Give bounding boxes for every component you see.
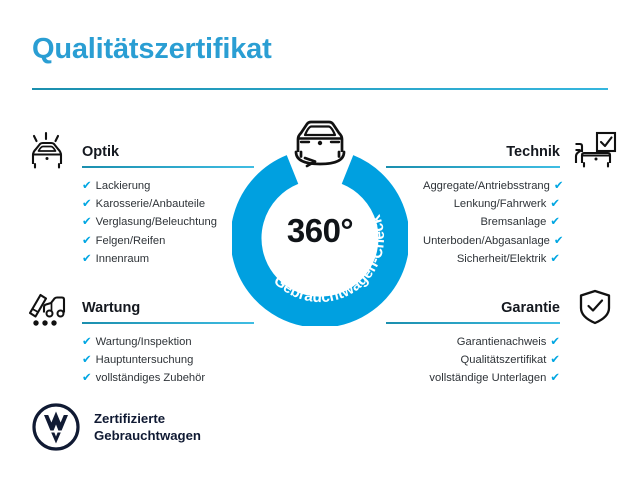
right-column: Technik Aggregate/Antriebsstrang ✔ Lenkun… — [383, 130, 618, 388]
list-item-label: Felgen/Reifen — [95, 234, 166, 247]
list-item: Lenkung/Fahrwerk ✔ — [423, 195, 560, 213]
title-divider — [32, 88, 608, 90]
list-item: ✔ Innenraum — [82, 250, 257, 268]
section-wartung-header: Wartung — [22, 286, 257, 325]
check-icon: ✔ — [550, 250, 560, 265]
section-optik-divider — [82, 166, 254, 168]
list-item-label: vollständiges Zubehör — [95, 372, 206, 385]
list-item: vollständige Unterlagen ✔ — [423, 369, 560, 387]
list-item: ✔ Karosserie/Anbauteile — [82, 195, 257, 213]
check-icon: ✔ — [82, 232, 92, 247]
badge-center-label: 360° — [286, 212, 354, 249]
badge-ring: Gebrauchtwagen-Check — [232, 155, 408, 326]
check-icon: ✔ — [82, 334, 92, 349]
section-garantie: Garantie Garantienachweis ✔ Qualitätszert… — [383, 286, 618, 388]
list-item: Garantienachweis ✔ — [423, 333, 560, 351]
shield-check-icon — [572, 286, 618, 328]
section-wartung: Wartung ✔ Wartung/Inspektion ✔ Hauptunters… — [22, 286, 257, 388]
section-garantie-title: Garantie — [501, 300, 560, 317]
car-service-pen-icon — [24, 286, 70, 328]
list-item: ✔ Wartung/Inspektion — [82, 333, 257, 351]
volkswagen-logo — [32, 403, 80, 451]
check-icon: ✔ — [550, 352, 560, 367]
list-item-label: Innenraum — [95, 252, 150, 265]
list-item: ✔ Verglasung/Beleuchtung — [82, 213, 257, 231]
car-shine-icon — [24, 130, 70, 172]
list-item-label: Qualitätszertifikat — [460, 354, 547, 367]
list-item-label: Lenkung/Fahrwerk — [453, 198, 547, 211]
section-optik: Optik ✔ Lackierung ✔ Karosserie/Anbauteile… — [22, 130, 257, 268]
list-item: Aggregate/Antriebsstrang ✔ — [423, 177, 564, 195]
check-icon: ✔ — [553, 232, 564, 247]
section-technik-divider — [386, 166, 560, 168]
section-wartung-list: ✔ Wartung/Inspektion ✔ Hauptuntersuchung ✔… — [22, 324, 257, 388]
check-icon: ✔ — [550, 214, 560, 229]
car-rotate-icon — [282, 114, 358, 172]
car-checkbox-icon — [572, 130, 618, 172]
section-technik: Technik Aggregate/Antriebsstrang ✔ Lenkun… — [383, 130, 618, 268]
section-wartung-divider — [82, 322, 254, 325]
check-icon: ✔ — [550, 334, 560, 349]
check-icon: ✔ — [82, 352, 92, 367]
list-item-label: Aggregate/Antriebsstrang — [423, 180, 550, 192]
list-item: ✔ Felgen/Reifen — [82, 232, 257, 250]
list-item-label: Lackierung — [95, 180, 151, 192]
list-item-label: Verglasung/Beleuchtung — [95, 216, 217, 229]
list-item-label: Unterboden/Abgasanlage — [423, 234, 550, 247]
list-item-label: Wartung/Inspektion — [95, 336, 192, 349]
section-technik-header: Technik — [383, 130, 618, 168]
list-item: Bremsanlage ✔ — [423, 213, 560, 231]
list-item: ✔ Hauptuntersuchung — [82, 351, 257, 369]
list-item-label: Sicherheit/Elektrik — [456, 252, 547, 265]
section-optik-header: Optik — [22, 130, 257, 168]
list-item: Qualitätszertifikat ✔ — [423, 351, 560, 369]
page-title: Qualitätszertifikat — [32, 33, 272, 65]
check-icon: ✔ — [82, 178, 92, 192]
section-optik-title: Optik — [82, 144, 120, 160]
section-optik-list: ✔ Lackierung ✔ Karosserie/Anbauteile ✔ Verg… — [22, 168, 257, 268]
check-icon: ✔ — [82, 250, 92, 265]
list-item: Unterboden/Abgasanlage ✔ — [423, 232, 564, 250]
list-item-label: Hauptuntersuchung — [95, 354, 194, 367]
check-icon: ✔ — [550, 370, 560, 385]
section-garantie-header: Garantie — [383, 286, 618, 325]
check-icon: ✔ — [553, 178, 564, 192]
section-technik-title: Technik — [506, 144, 560, 160]
list-item: ✔ Lackierung — [82, 177, 257, 195]
list-item: Sicherheit/Elektrik ✔ — [423, 250, 560, 268]
section-garantie-list: Garantienachweis ✔ Qualitätszertifikat ✔ v… — [383, 324, 618, 388]
list-item-label: vollständige Unterlagen — [429, 372, 547, 385]
section-technik-list: Aggregate/Antriebsstrang ✔ Lenkung/Fahrwe… — [383, 168, 618, 268]
list-item: ✔ vollständiges Zubehör — [82, 369, 257, 387]
list-item-label: Karosserie/Anbauteile — [95, 198, 206, 211]
section-wartung-title: Wartung — [82, 300, 141, 317]
left-column: Optik ✔ Lackierung ✔ Karosserie/Anbauteile… — [22, 130, 257, 388]
check-icon: ✔ — [550, 196, 560, 211]
check-icon: ✔ — [82, 196, 92, 211]
list-item-label: Bremsanlage — [480, 216, 547, 229]
check-icon: ✔ — [82, 214, 92, 229]
badge-360-gebrauchtwagen-check: Gebrauchtwagen-Check 360° — [232, 120, 408, 326]
list-item-label: Garantienachweis — [456, 336, 547, 349]
footer-brand-text: Zertifizierte Gebrauchtwagen — [94, 411, 201, 443]
section-garantie-divider — [386, 322, 560, 325]
footer-brand: Zertifizierte Gebrauchtwagen — [32, 403, 201, 451]
check-icon: ✔ — [82, 370, 92, 385]
